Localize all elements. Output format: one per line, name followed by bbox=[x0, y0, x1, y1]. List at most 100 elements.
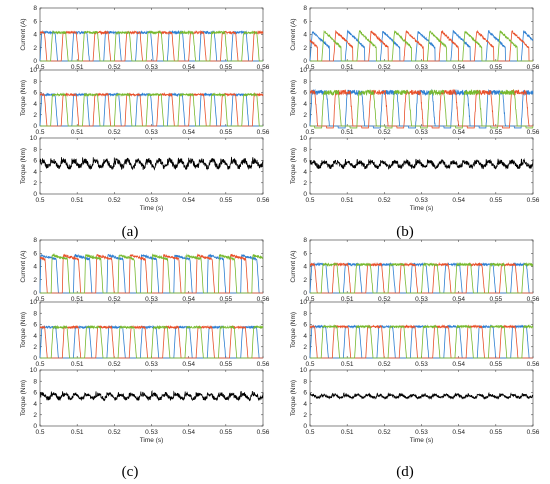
y-tick-label: 4 bbox=[33, 333, 37, 340]
y-tick-label: 0 bbox=[33, 58, 37, 65]
x-axis-label: Time (s) bbox=[140, 205, 164, 212]
x-tick-label: 0.54 bbox=[452, 129, 465, 136]
y-tick-label: 10 bbox=[30, 367, 38, 374]
y-tick-label: 4 bbox=[33, 32, 37, 39]
y-tick-label: 8 bbox=[303, 237, 307, 244]
y-tick-label: 8 bbox=[303, 310, 307, 317]
y-tick-label: 10 bbox=[30, 67, 38, 74]
y-tick-label: 8 bbox=[33, 5, 37, 12]
x-tick-label: 0.53 bbox=[145, 296, 158, 303]
x-tick-label: 0.52 bbox=[378, 296, 391, 303]
x-tick-label: 0.53 bbox=[415, 361, 428, 368]
series-line bbox=[40, 30, 263, 62]
y-tick-label: 8 bbox=[33, 146, 37, 153]
y-tick-label: 2 bbox=[303, 412, 307, 419]
y-tick-label: 2 bbox=[33, 180, 37, 187]
x-tick-label: 0.55 bbox=[220, 197, 233, 204]
y-tick-label: 0 bbox=[303, 123, 307, 130]
y-tick-label: 8 bbox=[33, 378, 37, 385]
x-tick-label: 0.51 bbox=[341, 361, 354, 368]
series-line bbox=[309, 158, 534, 170]
x-tick-label: 0.54 bbox=[182, 296, 195, 303]
y-tick-label: 0 bbox=[303, 355, 307, 362]
y-tick-label: 8 bbox=[303, 78, 307, 85]
x-tick-label: 0.52 bbox=[108, 296, 121, 303]
y-tick-label: 6 bbox=[33, 390, 37, 397]
axes-box bbox=[309, 301, 534, 359]
x-tick-label: 0.51 bbox=[71, 361, 84, 368]
x-tick-label: 0.52 bbox=[378, 361, 391, 368]
x-tick-label: 0.51 bbox=[341, 429, 354, 436]
y-tick-label: 8 bbox=[33, 237, 37, 244]
x-tick-label: 0.51 bbox=[71, 197, 84, 204]
y-tick-label: 0 bbox=[33, 191, 37, 198]
x-tick-label: 0.5 bbox=[35, 296, 44, 303]
y-tick-label: 0 bbox=[33, 423, 37, 430]
series-line bbox=[310, 324, 534, 359]
x-tick-label: 0.56 bbox=[527, 197, 540, 204]
y-tick-label: 0 bbox=[303, 58, 307, 65]
y-tick-label: 4 bbox=[303, 101, 307, 108]
x-tick-label: 0.5 bbox=[35, 197, 44, 204]
x-tick-label: 0.51 bbox=[71, 64, 84, 71]
x-tick-label: 0.5 bbox=[35, 129, 44, 136]
y-tick-label: 6 bbox=[303, 322, 307, 329]
x-tick-label: 0.54 bbox=[182, 64, 195, 71]
y-tick-label: 2 bbox=[303, 45, 307, 52]
x-tick-label: 0.51 bbox=[71, 296, 84, 303]
x-tick-label: 0.55 bbox=[490, 197, 503, 204]
y-tick-label: 6 bbox=[303, 390, 307, 397]
x-tick-label: 0.54 bbox=[182, 129, 195, 136]
x-tick-label: 0.56 bbox=[527, 64, 540, 71]
series-line bbox=[309, 29, 534, 62]
y-tick-label: 8 bbox=[303, 378, 307, 385]
y-axis-label: Current (A) bbox=[290, 250, 297, 282]
y-axis-label: Torque (Nm) bbox=[20, 312, 27, 348]
y-tick-label: 10 bbox=[300, 367, 308, 374]
x-tick-label: 0.55 bbox=[490, 296, 503, 303]
y-tick-label: 0 bbox=[303, 191, 307, 198]
y-axis-label: Current (A) bbox=[20, 18, 27, 50]
x-tick-label: 0.55 bbox=[220, 129, 233, 136]
y-tick-label: 2 bbox=[303, 277, 307, 284]
y-tick-label: 6 bbox=[33, 322, 37, 329]
y-axis-label: Torque (Nm) bbox=[290, 80, 297, 116]
x-tick-label: 0.54 bbox=[452, 197, 465, 204]
series-line bbox=[39, 390, 264, 402]
x-tick-label: 0.5 bbox=[305, 361, 314, 368]
series-line bbox=[310, 262, 534, 294]
x-tick-label: 0.52 bbox=[378, 429, 391, 436]
y-tick-label: 4 bbox=[303, 401, 307, 408]
y-tick-label: 4 bbox=[33, 401, 37, 408]
y-axis-label: Torque (Nm) bbox=[20, 148, 27, 184]
y-tick-label: 6 bbox=[33, 158, 37, 165]
y-axis-label: Torque (Nm) bbox=[290, 148, 297, 184]
x-tick-label: 0.5 bbox=[305, 197, 314, 204]
y-tick-label: 0 bbox=[33, 123, 37, 130]
axes-box bbox=[39, 301, 264, 359]
y-tick-label: 0 bbox=[303, 290, 307, 297]
series-line bbox=[39, 92, 264, 127]
series-line bbox=[40, 92, 263, 127]
x-tick-label: 0.54 bbox=[452, 296, 465, 303]
series-line bbox=[309, 391, 534, 400]
y-tick-label: 2 bbox=[303, 180, 307, 187]
axes-box bbox=[39, 369, 264, 427]
x-tick-label: 0.54 bbox=[452, 64, 465, 71]
x-tick-label: 0.53 bbox=[145, 197, 158, 204]
y-tick-label: 0 bbox=[33, 355, 37, 362]
x-tick-label: 0.54 bbox=[182, 429, 195, 436]
x-tick-label: 0.55 bbox=[490, 64, 503, 71]
y-tick-label: 4 bbox=[33, 101, 37, 108]
y-tick-label: 4 bbox=[303, 264, 307, 271]
x-tick-label: 0.52 bbox=[108, 429, 121, 436]
y-axis-label: Torque (Nm) bbox=[290, 380, 297, 416]
y-axis-label: Current (A) bbox=[290, 18, 297, 50]
x-tick-label: 0.52 bbox=[108, 129, 121, 136]
x-tick-label: 0.56 bbox=[257, 429, 270, 436]
x-tick-label: 0.56 bbox=[257, 197, 270, 204]
